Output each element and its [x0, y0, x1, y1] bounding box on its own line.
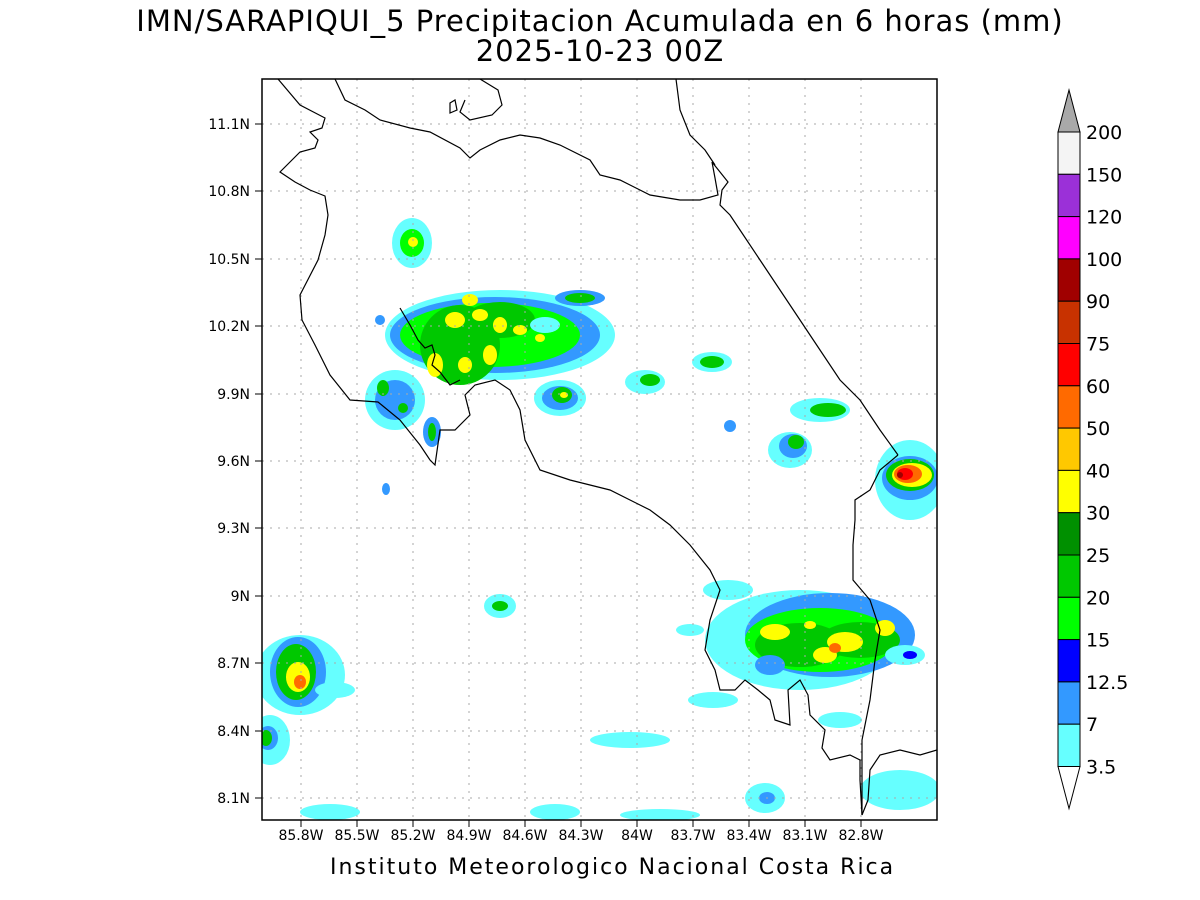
colorbar-label: 150: [1086, 164, 1122, 186]
lat-labels: 11.1N 10.8N 10.5N 10.2N 9.9N 9.6N 9.3N 9…: [208, 117, 250, 807]
lat-label: 10.8N: [208, 184, 250, 200]
lat-label: 9N: [231, 589, 250, 605]
nicoya-gulf-coast: [399, 307, 461, 386]
lat-label: 9.3N: [217, 521, 250, 537]
lat-label: 8.7N: [217, 656, 250, 672]
map-datetime: 2025-10-23 00Z: [475, 34, 725, 68]
footer-credit: Instituto Meteorologico Nacional Costa R…: [330, 855, 896, 880]
lon-label: 84.9W: [446, 828, 491, 844]
colorbar-top-triangle: [1057, 88, 1081, 133]
lat-label: 10.2N: [208, 319, 250, 335]
colorbar-label: 20: [1086, 587, 1110, 609]
plot-frame: [261, 78, 938, 821]
precipitation-field: [262, 218, 937, 820]
panama-border: [852, 454, 899, 815]
colorbar-label: 60: [1086, 376, 1110, 398]
precip-cluster-northwest: [365, 218, 441, 495]
colorbar-segment: [1057, 639, 1081, 683]
burica-coast: [861, 749, 937, 816]
colorbar-label: 100: [1086, 249, 1122, 271]
nicaragua-border-caribbean-coast: [334, 79, 899, 456]
river-border: [675, 79, 716, 166]
colorbar-label: 120: [1086, 207, 1122, 229]
colorbar-segment: [1057, 554, 1081, 598]
colorbar-label: 30: [1086, 503, 1110, 525]
lat-label: 9.6N: [217, 454, 250, 470]
coastlines: [277, 79, 937, 816]
lat-label: 8.4N: [217, 724, 250, 740]
lat-label: 11.1N: [208, 117, 250, 133]
colorbar-label: 12.5: [1086, 672, 1128, 694]
colorbar-segment: [1057, 596, 1081, 641]
lon-label: 85.8W: [278, 828, 323, 844]
colorbar-segment: [1057, 131, 1081, 175]
lake-fragment: [459, 79, 503, 121]
colorbar-segment: [1057, 723, 1081, 768]
lat-label: 9.9N: [217, 387, 250, 403]
lat-ticks: [255, 123, 262, 799]
colorbar-bottom-triangle: [1057, 766, 1081, 811]
colorbar-segment: [1057, 216, 1081, 260]
precip-cluster-central: [534, 352, 850, 468]
lat-label: 10.5N: [208, 252, 250, 268]
colorbar-label: 50: [1086, 418, 1110, 440]
island: [449, 99, 458, 114]
colorbar-segment: [1057, 512, 1081, 556]
lon-labels: 85.8W 85.5W 85.2W 84.9W 84.6W 84.3W 84W …: [278, 828, 883, 844]
pacific-coastline: [277, 79, 863, 816]
lon-label: 85.2W: [390, 828, 435, 844]
precip-cluster-north: [385, 290, 615, 385]
colorbar-label: 90: [1086, 291, 1110, 313]
colorbar-label: 25: [1086, 545, 1110, 567]
colorbar-segment: [1057, 469, 1081, 514]
colorbar-label: 7: [1086, 714, 1098, 736]
colorbar-segment: [1057, 427, 1081, 471]
lon-label: 85.5W: [334, 828, 379, 844]
colorbar-label: 200: [1086, 122, 1122, 144]
lon-label: 83.4W: [726, 828, 771, 844]
colorbar-segment: [1057, 300, 1081, 345]
gridlines: [262, 79, 937, 820]
colorbar-segment: [1057, 343, 1081, 387]
colorbar-label: 40: [1086, 460, 1110, 482]
lon-label: 83.1W: [782, 828, 827, 844]
colorbar-label: 75: [1086, 334, 1110, 356]
lon-label: 84.3W: [558, 828, 603, 844]
lon-label: 82.8W: [838, 828, 883, 844]
colorbar-segment: [1057, 681, 1081, 725]
colorbar-segment: [1057, 258, 1081, 302]
colorbar-label: 3.5: [1086, 757, 1116, 779]
colorbar-segment: [1057, 173, 1081, 218]
colorbar: 200 150 120 100 90 75 60 50 40 30 25 20 15 12.5 7 3.5: [1057, 88, 1128, 811]
lon-label: 83.7W: [670, 828, 715, 844]
lat-label: 8.1N: [217, 791, 250, 807]
map-title: IMN/SARAPIQUI_5 Precipitacion Acumulada …: [136, 4, 1064, 38]
colorbar-label: 15: [1086, 630, 1110, 652]
lon-ticks: [300, 820, 862, 827]
precip-cluster-caribbean: [875, 440, 937, 520]
lon-label: 84.6W: [502, 828, 547, 844]
colorbar-segment: [1057, 385, 1081, 429]
precip-cluster-southwest: [262, 635, 355, 765]
lon-label: 84W: [621, 828, 653, 844]
